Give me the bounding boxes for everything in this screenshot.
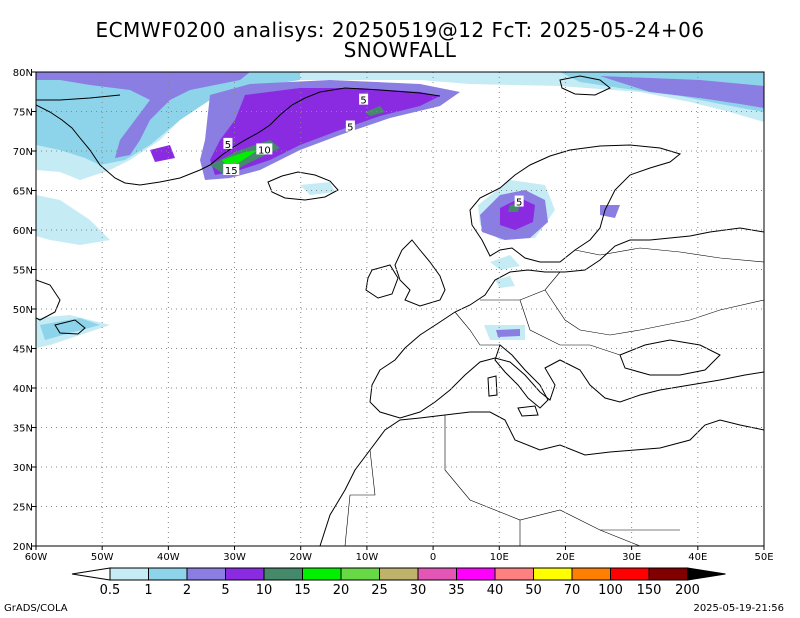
- y-tick-label: 45N: [13, 345, 33, 356]
- legend-arrow-left: [71, 567, 111, 581]
- x-tick-label: 10E: [490, 552, 509, 563]
- y-tick-label: 30N: [13, 463, 33, 474]
- legend-label: 100: [598, 583, 623, 598]
- contour-label-bg: [256, 143, 273, 155]
- legend-swatch: [186, 567, 226, 581]
- map-title: ECMWF0200 analisys: 20250519@12 FcT: 202…: [95, 18, 705, 42]
- x-tick-label: 10W: [356, 552, 379, 563]
- legend-swatch: [571, 567, 611, 581]
- legend-arrow-right: [687, 567, 726, 581]
- y-tick-label: 20N: [13, 542, 33, 553]
- latitude-ticks: 80N 75N 70N 65N 60N 55N 50N 45N 40N 35N 30N 25N 20N: [13, 68, 36, 553]
- contour-label: 5: [225, 140, 231, 151]
- y-tick-label: 50N: [13, 305, 33, 316]
- africa-coast: [319, 411, 764, 546]
- legend-swatch: [533, 567, 573, 581]
- legend-label: 2: [183, 583, 191, 598]
- legend-swatch: [225, 567, 265, 581]
- legend-swatch: [379, 567, 419, 581]
- legend-label: 25: [371, 583, 388, 598]
- contour-label: 10: [258, 145, 271, 156]
- greenland-coast: [36, 87, 441, 186]
- x-tick-label: 30E: [622, 552, 641, 563]
- legend-label: 50: [525, 583, 542, 598]
- legend-swatch: [340, 567, 380, 581]
- x-tick-label: 60W: [25, 552, 48, 563]
- sicily-coast: [517, 405, 539, 417]
- y-tick-label: 75N: [13, 108, 33, 119]
- x-tick-label: 30W: [223, 552, 246, 563]
- legend-label: 20: [333, 583, 350, 598]
- legend-label: 1: [144, 583, 152, 598]
- contour-label-bg: [514, 195, 524, 207]
- plot-area: [36, 72, 764, 546]
- svalbard-coast: [559, 75, 611, 96]
- map-subtitle: SNOWFALL: [343, 38, 457, 62]
- europe-coast: [369, 227, 764, 419]
- x-tick-label: 40E: [688, 552, 707, 563]
- legend-swatch: [417, 567, 457, 581]
- y-tick-label: 80N: [13, 68, 33, 79]
- legend-label: 35: [448, 583, 465, 598]
- y-tick-label: 65N: [13, 187, 33, 198]
- legend-label: 5: [221, 583, 229, 598]
- contour-label: 5: [360, 96, 366, 107]
- x-tick-label: 40W: [157, 552, 180, 563]
- y-tick-label: 40N: [13, 384, 33, 395]
- footer-credit: GrADS/COLA: [4, 603, 68, 614]
- legend-label: 30: [410, 583, 427, 598]
- y-tick-label: 60N: [13, 226, 33, 237]
- legend-label: 40: [487, 583, 504, 598]
- country-borders: [344, 247, 764, 546]
- contour-label-bg: [223, 163, 240, 175]
- legend-swatch: [456, 567, 496, 581]
- legend-label: 150: [637, 583, 662, 598]
- newfoundland-coast: [54, 319, 86, 335]
- contour-label: 5: [516, 198, 522, 209]
- contour-label-bg: [223, 137, 233, 149]
- italy-coast: [494, 344, 549, 409]
- contour-labels: 5 5 5 10 15 5: [223, 93, 524, 209]
- legend-swatch: [648, 567, 688, 581]
- graticule: [36, 72, 764, 546]
- legend-label: 70: [564, 583, 581, 598]
- contour-label-bg: [359, 93, 369, 105]
- legend-swatch: [610, 567, 650, 581]
- x-tick-label: 20W: [289, 552, 312, 563]
- y-tick-label: 55N: [13, 266, 33, 277]
- y-tick-label: 35N: [13, 424, 33, 435]
- canada-coast: [36, 279, 61, 321]
- x-tick-label: 20E: [556, 552, 575, 563]
- legend-label: 15: [294, 583, 311, 598]
- x-tick-label: 0: [430, 552, 436, 563]
- legend-label: 0.5: [100, 583, 121, 598]
- y-tick-label: 70N: [13, 147, 33, 158]
- x-tick-label: 50E: [754, 552, 773, 563]
- britain-coast: [394, 239, 446, 307]
- black-sea-coast: [619, 339, 721, 376]
- iceland-coast: [267, 171, 339, 201]
- legend-swatch: [109, 567, 149, 581]
- legend-swatch: [302, 567, 342, 581]
- contour-label: 5: [347, 123, 353, 134]
- y-tick-label: 25N: [13, 503, 33, 514]
- footer-timestamp: 2025-05-19-21:56: [693, 603, 784, 614]
- sardinia-coast: [487, 375, 498, 397]
- legend-label: 200: [675, 583, 700, 598]
- legend-swatch: [494, 567, 534, 581]
- contour-label: 15: [225, 166, 238, 177]
- scandinavia-coast: [469, 144, 682, 263]
- legend-label: 10: [256, 583, 273, 598]
- contour-label-bg: [345, 120, 355, 132]
- legend-swatch: [263, 567, 303, 581]
- ireland-coast: [365, 264, 399, 299]
- snowfall-field-2: [36, 72, 764, 337]
- longitude-ticks: 60W 50W 40W 30W 20W 10W 0 10E 20E 30E 40E 50E: [25, 546, 774, 563]
- color-legend: 0.5 1 2 5 10 15 20 25 30 35 40 50 70 100 150 200: [71, 567, 726, 598]
- x-tick-label: 50W: [91, 552, 114, 563]
- legend-swatch: [148, 567, 188, 581]
